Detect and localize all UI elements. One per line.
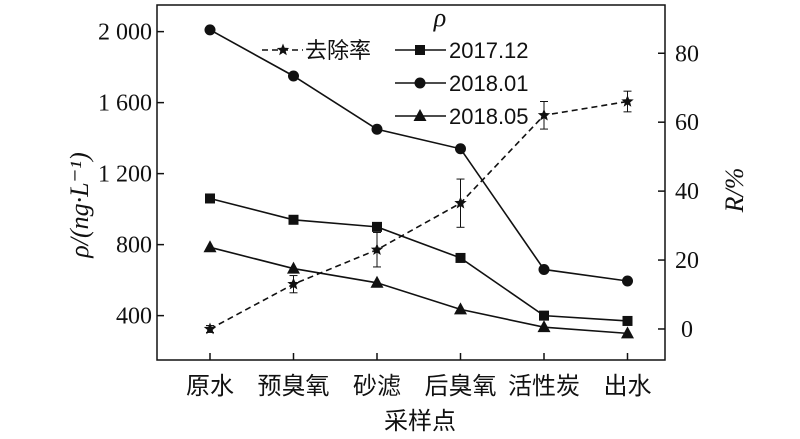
legend-marker-triangle <box>413 109 427 121</box>
series-1 <box>205 193 633 326</box>
x-tick-label: 活性炭 <box>508 372 580 400</box>
legend-item-1: 2017.12 <box>395 38 529 63</box>
y-right-tick-label: 60 <box>675 110 699 136</box>
x-tick-label: 原水 <box>186 372 234 400</box>
y-left-tick-label: 400 <box>116 304 152 330</box>
legend-item-3: 2018.05 <box>395 104 529 129</box>
y-axis-left-label: ρ/(ng·L⁻¹) <box>65 152 94 259</box>
legend-item-0: 去除率 <box>262 39 371 64</box>
data-point-square <box>455 252 466 263</box>
data-point-star <box>454 196 467 209</box>
series-line <box>209 100 628 330</box>
data-point-triangle <box>203 240 217 253</box>
legend-label: 2018.05 <box>449 104 529 129</box>
data-point-star <box>537 108 551 121</box>
data-point-circle <box>371 123 383 135</box>
y-left-tick-label: 1 600 <box>98 91 152 117</box>
data-point-star <box>203 322 217 335</box>
x-tick-label: 砂滤 <box>353 372 401 400</box>
series-line <box>209 197 628 322</box>
data-point-star <box>370 243 384 255</box>
data-point-triangle <box>621 326 634 339</box>
y-right-tick-label: 40 <box>675 179 699 205</box>
legend-title: ρ <box>433 3 446 32</box>
y-right-tick-label: 20 <box>675 248 699 274</box>
data-point-square <box>622 315 633 326</box>
plot-area-border <box>156 4 666 361</box>
plot-frame <box>156 4 666 361</box>
series-line <box>209 29 628 282</box>
series-3 <box>203 240 634 339</box>
legend-marker-square <box>415 45 425 55</box>
y-axis-right-label: R/% <box>720 168 749 214</box>
data-point-triangle <box>537 320 551 333</box>
legend: ρ 去除率 2017.12 2018.01 2018.05 <box>262 3 529 129</box>
y-left-tick-label: 2 000 <box>98 20 152 46</box>
series-line <box>209 246 628 335</box>
x-axis-label: 采样点 <box>384 407 456 435</box>
y-left-tick-label: 800 <box>116 233 152 259</box>
data-point-circle <box>455 143 466 155</box>
data-point-circle <box>538 263 550 275</box>
data-point-square <box>288 214 299 225</box>
y-right-tick-label: 80 <box>675 41 699 67</box>
series-layer <box>203 24 634 339</box>
data-point-square <box>372 221 382 232</box>
x-tick-label: 出水 <box>604 372 652 400</box>
data-point-square <box>539 310 549 321</box>
data-point-square <box>205 193 215 204</box>
data-point-circle <box>204 24 216 36</box>
data-point-star <box>287 277 300 290</box>
legend-item-2: 2018.01 <box>395 71 529 96</box>
series-2 <box>204 24 633 287</box>
legend-marker-circle <box>414 77 426 89</box>
legend-marker-star <box>276 43 290 56</box>
data-point-circle <box>622 275 633 287</box>
legend-label: 2017.12 <box>449 38 529 63</box>
x-tick-label: 预臭氧 <box>258 372 330 400</box>
y-left-tick-label: 1 200 <box>98 162 152 188</box>
legend-label: 去除率 <box>305 39 371 64</box>
data-point-triangle <box>287 261 300 274</box>
data-point-triangle <box>370 275 384 288</box>
data-point-circle <box>288 70 299 82</box>
y-right-tick-label: 0 <box>681 317 693 343</box>
data-point-star <box>621 95 634 107</box>
x-tick-label: 后臭氧 <box>425 372 497 400</box>
legend-label: 2018.01 <box>449 71 529 96</box>
axis-ticks: 400 800 1 200 1 600 2 000 0 20 40 60 80 原水 预臭氧 砂滤 后臭氧… <box>98 20 699 400</box>
data-point-triangle <box>454 302 467 315</box>
series-0 <box>203 90 634 335</box>
